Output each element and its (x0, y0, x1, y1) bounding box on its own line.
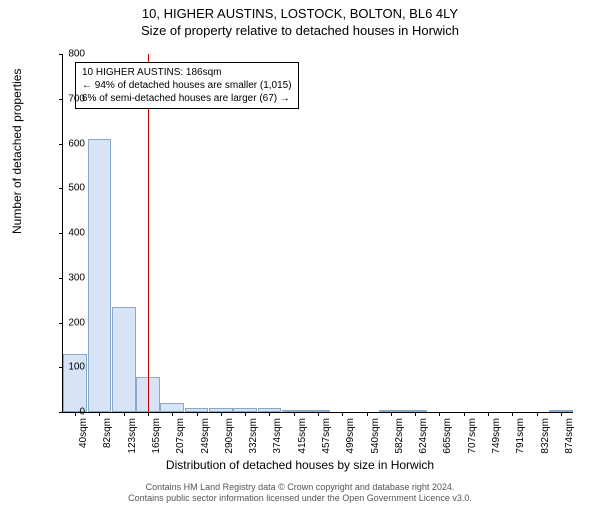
x-tick-label: 624sqm (418, 418, 429, 458)
x-tick-label: 832sqm (540, 418, 551, 458)
x-tick-label: 82sqm (102, 418, 113, 458)
x-tick-mark (342, 412, 343, 416)
y-tick-label: 0 (53, 407, 85, 418)
y-axis-label: Number of detached properties (10, 69, 24, 234)
x-tick-label: 540sqm (370, 418, 381, 458)
x-tick-label: 707sqm (467, 418, 478, 458)
x-tick-mark (245, 412, 246, 416)
x-tick-label: 582sqm (394, 418, 405, 458)
x-tick-label: 165sqm (151, 418, 162, 458)
y-tick-label: 500 (53, 183, 85, 194)
footer-line-1: Contains HM Land Registry data © Crown c… (0, 482, 600, 493)
x-tick-mark (439, 412, 440, 416)
footer-line-2: Contains public sector information licen… (0, 493, 600, 504)
y-tick-label: 200 (53, 317, 85, 328)
x-tick-mark (269, 412, 270, 416)
x-tick-label: 123sqm (127, 418, 138, 458)
x-tick-mark (561, 412, 562, 416)
x-tick-label: 290sqm (224, 418, 235, 458)
x-tick-label: 874sqm (564, 418, 575, 458)
x-tick-mark (537, 412, 538, 416)
x-tick-mark (99, 412, 100, 416)
x-tick-label: 415sqm (297, 418, 308, 458)
x-tick-label: 374sqm (272, 418, 283, 458)
x-axis-label: Distribution of detached houses by size … (0, 458, 600, 472)
histogram-bar (112, 307, 136, 412)
x-tick-mark (464, 412, 465, 416)
x-tick-label: 457sqm (321, 418, 332, 458)
y-tick-label: 100 (53, 362, 85, 373)
x-tick-mark (512, 412, 513, 416)
x-tick-label: 332sqm (248, 418, 259, 458)
x-tick-mark (415, 412, 416, 416)
x-tick-label: 791sqm (515, 418, 526, 458)
y-tick-label: 400 (53, 228, 85, 239)
annotation-line-2: ← 94% of detached houses are smaller (1,… (82, 79, 292, 92)
chart-title-main: 10, HIGHER AUSTINS, LOSTOCK, BOLTON, BL6… (0, 6, 600, 21)
footer: Contains HM Land Registry data © Crown c… (0, 482, 600, 504)
y-tick-label: 800 (53, 49, 85, 60)
x-tick-label: 665sqm (442, 418, 453, 458)
x-tick-mark (391, 412, 392, 416)
x-tick-mark (367, 412, 368, 416)
x-tick-label: 40sqm (78, 418, 89, 458)
x-tick-label: 207sqm (175, 418, 186, 458)
annotation-line-3: 6% of semi-detached houses are larger (6… (82, 92, 292, 105)
x-tick-mark (488, 412, 489, 416)
x-tick-mark (221, 412, 222, 416)
x-tick-mark (124, 412, 125, 416)
histogram-bar (160, 403, 184, 412)
annotation-line-1: 10 HIGHER AUSTINS: 186sqm (82, 66, 292, 79)
x-tick-mark (294, 412, 295, 416)
chart-title-sub: Size of property relative to detached ho… (0, 23, 600, 38)
x-tick-label: 499sqm (345, 418, 356, 458)
histogram-bar (88, 139, 112, 412)
x-tick-mark (197, 412, 198, 416)
x-tick-label: 749sqm (491, 418, 502, 458)
x-tick-mark (318, 412, 319, 416)
x-tick-mark (148, 412, 149, 416)
x-tick-label: 249sqm (200, 418, 211, 458)
y-tick-label: 700 (53, 93, 85, 104)
x-tick-mark (172, 412, 173, 416)
annotation-box: 10 HIGHER AUSTINS: 186sqm ← 94% of detac… (75, 62, 299, 109)
y-tick-label: 600 (53, 138, 85, 149)
y-tick-label: 300 (53, 272, 85, 283)
